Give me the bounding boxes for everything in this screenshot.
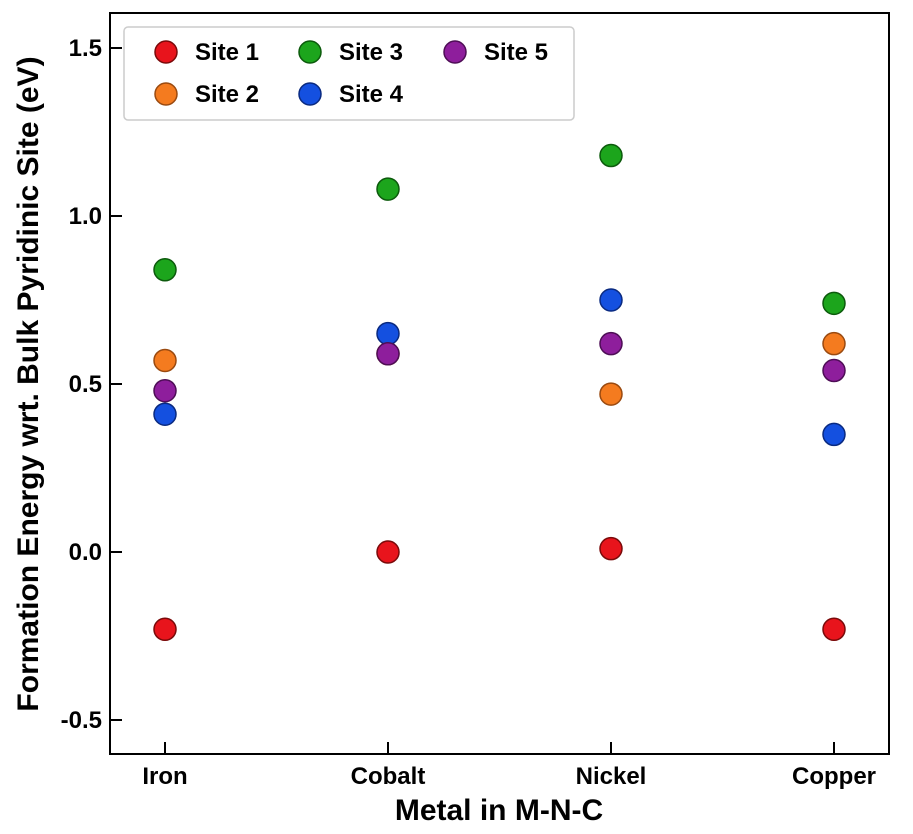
x-tick-label: Iron <box>142 763 187 790</box>
site-5-point <box>822 358 846 383</box>
x-axis-ticks: Iron Cobalt Nickel Copper <box>142 742 876 790</box>
site-1-point <box>822 617 846 642</box>
data-points <box>153 143 846 642</box>
legend-label-site-3: Site 3 <box>339 39 403 66</box>
y-axis-ticks: -0.5 0.0 0.5 1.0 1.5 <box>61 35 122 734</box>
y-tick-label: 1.0 <box>69 203 102 230</box>
legend: Site 1 Site 2 Site 3 Site 4 Site 5 <box>123 26 575 121</box>
site-5-point <box>599 331 623 356</box>
y-tick-label: -0.5 <box>61 707 102 734</box>
legend-marker-site-2 <box>154 82 178 106</box>
site-4-point <box>822 422 846 447</box>
site-1-point <box>376 540 400 564</box>
site-2-point <box>822 331 846 356</box>
legend-marker-site-3 <box>298 40 322 64</box>
x-tick-label: Nickel <box>576 763 647 790</box>
site-4-point <box>599 288 623 312</box>
y-tick-label: 1.5 <box>69 35 102 62</box>
y-tick-label: 0.5 <box>69 371 102 398</box>
site-5-point <box>376 342 400 366</box>
legend-marker-site-4 <box>298 82 322 106</box>
legend-label-site-1: Site 1 <box>195 39 259 66</box>
site-3-point <box>599 143 623 168</box>
legend-marker-site-5 <box>443 40 467 64</box>
legend-marker-site-1 <box>154 40 178 64</box>
x-axis-title: Metal in M-N-C <box>395 794 603 827</box>
legend-label-site-5: Site 5 <box>484 39 548 66</box>
legend-label-site-2: Site 2 <box>195 81 259 108</box>
legend-label-site-4: Site 4 <box>339 81 404 108</box>
site-3-point <box>822 291 846 316</box>
site-3-point <box>153 258 177 282</box>
site-4-point <box>376 321 400 346</box>
plot-frame <box>109 12 890 755</box>
site-2-point <box>599 382 623 406</box>
site-4-point <box>153 402 177 426</box>
x-tick-label: Cobalt <box>351 763 426 790</box>
y-axis-title: Formation Energy wrt. Bulk Pyridinic Sit… <box>12 56 45 711</box>
site-1-point <box>599 536 623 561</box>
site-3-point <box>376 177 400 201</box>
site-5-point <box>153 378 177 403</box>
y-tick-label: 0.0 <box>69 539 102 566</box>
x-tick-label: Copper <box>792 763 876 790</box>
site-1-point <box>153 617 177 642</box>
site-2-point <box>153 348 177 373</box>
